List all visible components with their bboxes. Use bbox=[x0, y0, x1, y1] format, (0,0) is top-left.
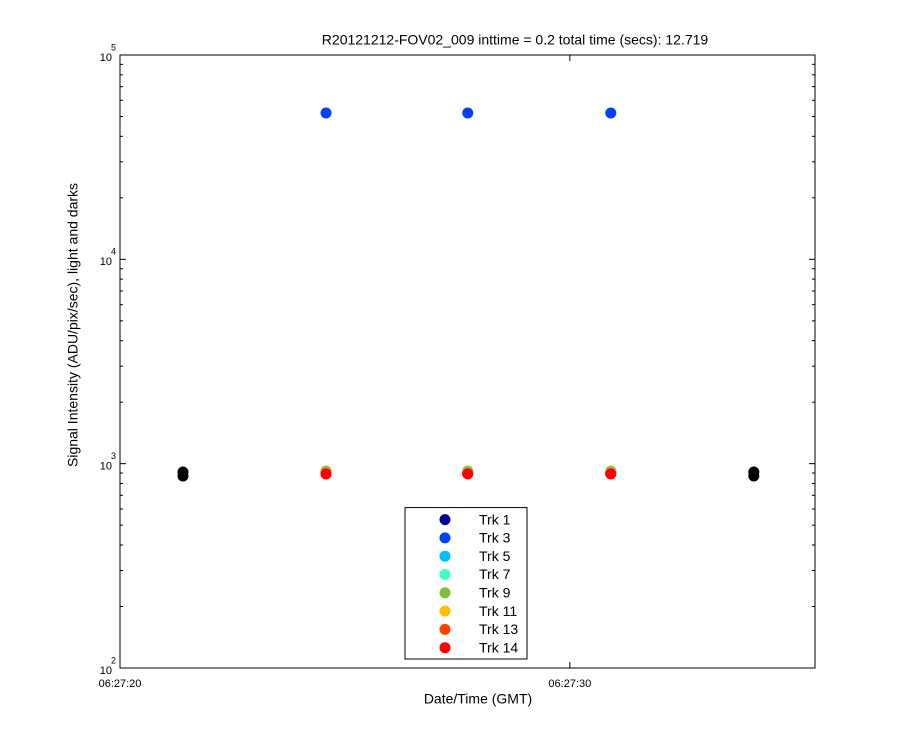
legend-label: Trk 11 bbox=[479, 603, 517, 619]
data-point bbox=[320, 107, 332, 119]
y-tick-exponent: 4 bbox=[111, 247, 116, 257]
data-point bbox=[462, 468, 474, 480]
x-tick-label: 06:27:30 bbox=[548, 678, 591, 690]
data-point bbox=[605, 107, 617, 119]
legend-marker bbox=[439, 642, 451, 654]
data-point bbox=[748, 466, 760, 478]
chart-title: R20121212-FOV02_009 inttime = 0.2 total … bbox=[322, 32, 709, 48]
legend-label: Trk 3 bbox=[479, 530, 511, 546]
data-point bbox=[605, 468, 617, 480]
legend-label: Trk 9 bbox=[479, 585, 511, 601]
data-point bbox=[177, 466, 189, 478]
x-tick-label: 06:27:20 bbox=[99, 678, 142, 690]
legend-label: Trk 7 bbox=[479, 566, 511, 582]
y-tick-label: 10 bbox=[100, 461, 112, 473]
y-tick-exponent: 3 bbox=[111, 451, 116, 461]
legend-marker bbox=[439, 605, 451, 617]
data-point bbox=[320, 468, 332, 480]
y-tick-exponent: 5 bbox=[111, 42, 116, 52]
legend-label: Trk 5 bbox=[479, 548, 511, 564]
x-axis-label: Date/Time (GMT) bbox=[424, 691, 532, 707]
legend-marker bbox=[439, 587, 451, 599]
data-point bbox=[462, 107, 474, 119]
legend-marker bbox=[439, 514, 451, 526]
legend-label: Trk 14 bbox=[479, 639, 518, 655]
legend-label: Trk 1 bbox=[479, 511, 511, 527]
legend: Trk 1 Trk 3 Trk 5 Trk 7 Trk 9 Trk 11 Trk 13 Trk… bbox=[404, 507, 528, 660]
legend-marker bbox=[439, 623, 451, 635]
y-tick-label: 10 bbox=[100, 665, 112, 677]
legend-marker bbox=[439, 532, 451, 544]
legend-box bbox=[404, 507, 528, 660]
y-tick-exponent: 2 bbox=[111, 655, 116, 665]
legend-marker bbox=[439, 569, 451, 580]
y-axis-label: Signal Intensity (ADU/pix/sec), light an… bbox=[65, 183, 81, 467]
y-tick-label: 10 bbox=[100, 256, 112, 268]
legend-label: Trk 13 bbox=[479, 621, 518, 637]
legend-marker bbox=[439, 550, 451, 562]
y-tick-label: 10 bbox=[100, 52, 112, 64]
